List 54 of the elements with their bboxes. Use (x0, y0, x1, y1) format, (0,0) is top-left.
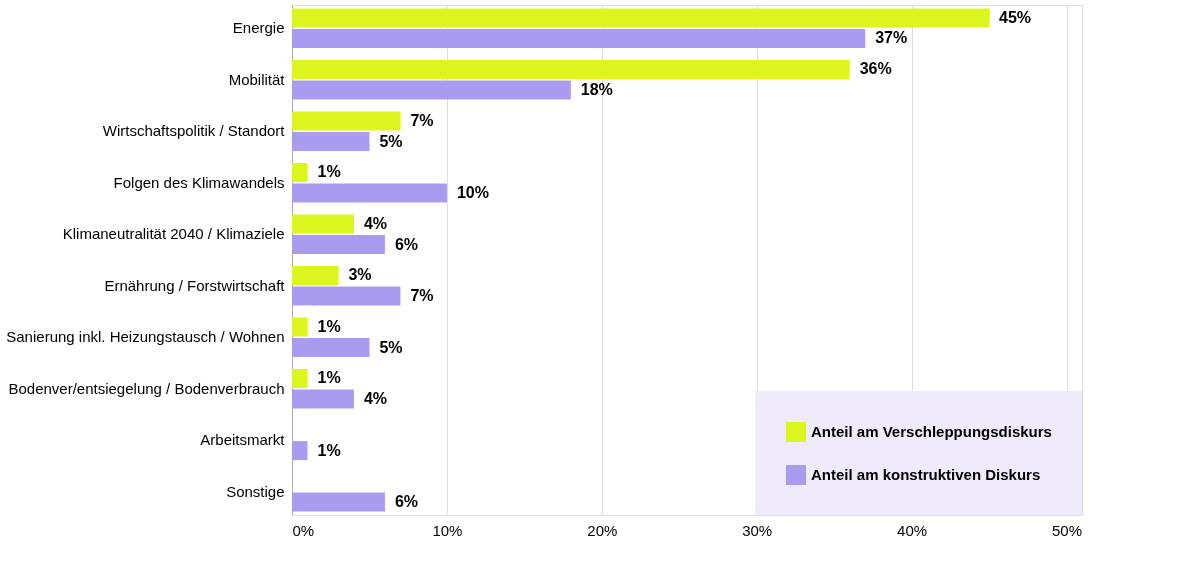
bar (292, 214, 354, 234)
data-label: 7% (410, 111, 434, 129)
data-label: 3% (348, 266, 372, 284)
bar (292, 441, 308, 461)
bar (292, 8, 990, 28)
data-label: 6% (394, 493, 419, 511)
legend-label: Anteil am Verschleppungsdiskurs (811, 423, 1052, 440)
bar (292, 59, 850, 79)
y-tick-label: Energie (232, 19, 285, 37)
data-label: 1% (317, 163, 341, 181)
data-label: 1% (317, 369, 341, 387)
x-tick-label: 20% (587, 521, 618, 539)
x-tick-label: 10% (432, 521, 463, 539)
y-tick-label: Ernährung / Forstwirtschaft (104, 276, 286, 294)
y-tick-label: Folgen des Klimawandels (113, 173, 285, 191)
data-label: 36% (859, 60, 892, 78)
x-tick-label: 40% (897, 521, 928, 539)
data-label: 5% (379, 338, 403, 356)
bar (292, 235, 385, 255)
data-label: 4% (363, 214, 388, 232)
bar (292, 183, 447, 203)
data-label: 1% (317, 441, 341, 459)
y-tick-label: Arbeitsmarkt (200, 431, 286, 449)
bar (292, 368, 308, 388)
data-label: 10% (456, 184, 489, 202)
data-label: 4% (363, 390, 388, 408)
bar (292, 80, 571, 100)
data-label: 6% (394, 235, 419, 253)
bar (292, 492, 385, 512)
legend-label: Anteil am konstruktiven Diskurs (811, 466, 1041, 483)
y-tick-label: Klimaneutralität 2040 / Klimaziele (62, 225, 285, 243)
bar (292, 162, 308, 182)
data-label: 45% (999, 8, 1032, 26)
bar (292, 132, 370, 152)
x-tick-label: 30% (742, 521, 773, 539)
bar (292, 389, 354, 409)
y-tick-label: Sanierung inkl. Heizungstausch / Wohnen (6, 328, 285, 346)
bar (292, 28, 866, 48)
y-tick-label: Bodenver/entsiegelung / Bodenverbrauch (8, 379, 285, 397)
bar (292, 286, 401, 306)
data-label: 5% (379, 132, 403, 150)
bar (292, 265, 339, 285)
y-tick-label: Sonstige (226, 482, 285, 500)
bar (292, 317, 308, 337)
data-label: 18% (580, 81, 613, 98)
bar (292, 338, 370, 358)
x-tick-label: 0% (292, 521, 315, 539)
data-label: 37% (875, 29, 908, 47)
y-tick-label: Wirtschaftspolitik / Standort (102, 122, 286, 140)
x-tick-label: 50% (1051, 521, 1083, 539)
y-tick-label: Mobilität (228, 70, 286, 88)
data-label: 7% (410, 287, 434, 305)
bar (292, 111, 401, 131)
data-label: 1% (317, 317, 341, 335)
